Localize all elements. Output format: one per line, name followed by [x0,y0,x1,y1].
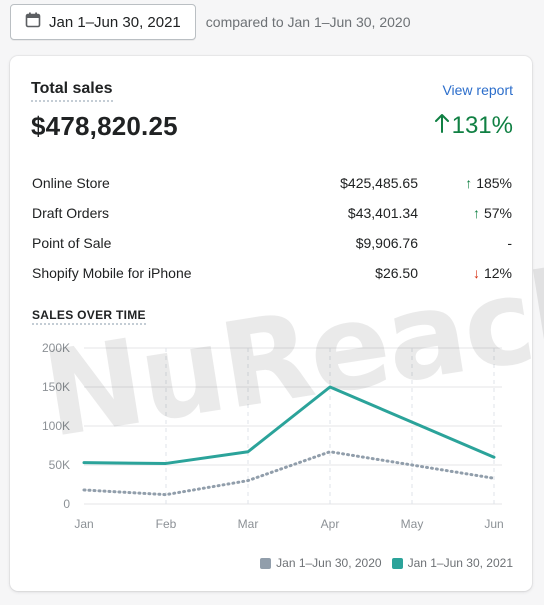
y-tick-label: 50K [49,458,70,472]
row-change: ↓ 12% [418,265,512,281]
arrow-up-icon [434,112,450,140]
row-label: Online Store [32,175,110,191]
x-tick-label: Apr [321,517,340,531]
legend-swatch-previous [260,557,272,569]
comparison-text: compared to Jan 1–Jun 30, 2020 [205,14,411,30]
row-label: Draft Orders [32,205,110,221]
legend-label-previous: Jan 1–Jun 30, 2020 [276,556,382,570]
top-bar: Jan 1–Jun 30, 2021 compared to Jan 1–Jun… [10,4,410,40]
row-change-value: 185% [476,175,512,191]
total-sales-value: $478,820.25 [31,111,178,141]
x-tick-label: Mar [238,517,259,531]
breakdown-list: Online Store $425,485.65 ↑ 185% Draft Or… [32,168,512,288]
y-tick-label: 100K [42,419,70,433]
y-tick-label: 150K [42,380,70,394]
list-item: Online Store $425,485.65 ↑ 185% [32,168,512,198]
row-label: Shopify Mobile for iPhone [32,265,192,281]
chart-legend: Jan 1–Jun 30, 2020 Jan 1–Jun 30, 2021 [260,556,513,570]
row-change-value: 57% [483,205,512,221]
arrow-down-icon: ↓ [472,265,480,281]
series-line-previous [82,450,496,497]
date-range-label: Jan 1–Jun 30, 2021 [49,13,181,31]
legend-label-current: Jan 1–Jun 30, 2021 [407,556,513,570]
x-tick-label: Jan [74,517,93,531]
row-value: $425,485.65 [340,175,418,191]
legend-item-previous[interactable]: Jan 1–Jun 30, 2020 [260,556,382,570]
total-sales-card: Total sales View report $478,820.25 131%… [10,56,544,591]
date-range-button[interactable]: Jan 1–Jun 30, 2021 [10,4,196,40]
row-change-value: 12% [483,265,512,281]
view-report-link[interactable]: View report [442,82,513,98]
legend-item-current[interactable]: Jan 1–Jun 30, 2021 [391,556,513,570]
list-item: Draft Orders $43,401.34 ↑ 57% [32,198,512,228]
y-tick-label: 0 [63,497,70,511]
chart-section-title[interactable]: SALES OVER TIME [32,308,146,325]
row-change-value: - [507,235,512,251]
card-title[interactable]: Total sales [31,80,113,102]
row-value: $26.50 [375,265,418,281]
series-line-current [82,385,496,465]
arrow-up-icon: ↑ [472,205,480,221]
list-item: Shopify Mobile for iPhone $26.50 ↓ 12% [32,258,512,288]
row-value: $43,401.34 [347,205,418,221]
row-value: $9,906.76 [355,235,418,251]
sales-over-time-chart: 200K 150K 100K 50K 0 Jan Feb Mar Apr May Jun [42,341,504,531]
row-change: - [418,235,512,251]
list-item: Point of Sale $9,906.76 - [32,228,512,258]
legend-swatch-current [391,557,403,569]
total-change: 131% [434,112,513,140]
row-change: ↑ 57% [418,205,512,221]
arrow-up-icon: ↑ [465,175,473,191]
calendar-icon [25,12,41,32]
x-tick-label: Feb [156,517,177,531]
row-label: Point of Sale [32,235,112,251]
y-tick-label: 200K [42,341,70,355]
x-tick-label: Jun [484,517,503,531]
total-change-value: 131% [451,112,513,139]
x-tick-label: May [401,517,424,531]
row-change: ↑ 185% [418,175,512,191]
